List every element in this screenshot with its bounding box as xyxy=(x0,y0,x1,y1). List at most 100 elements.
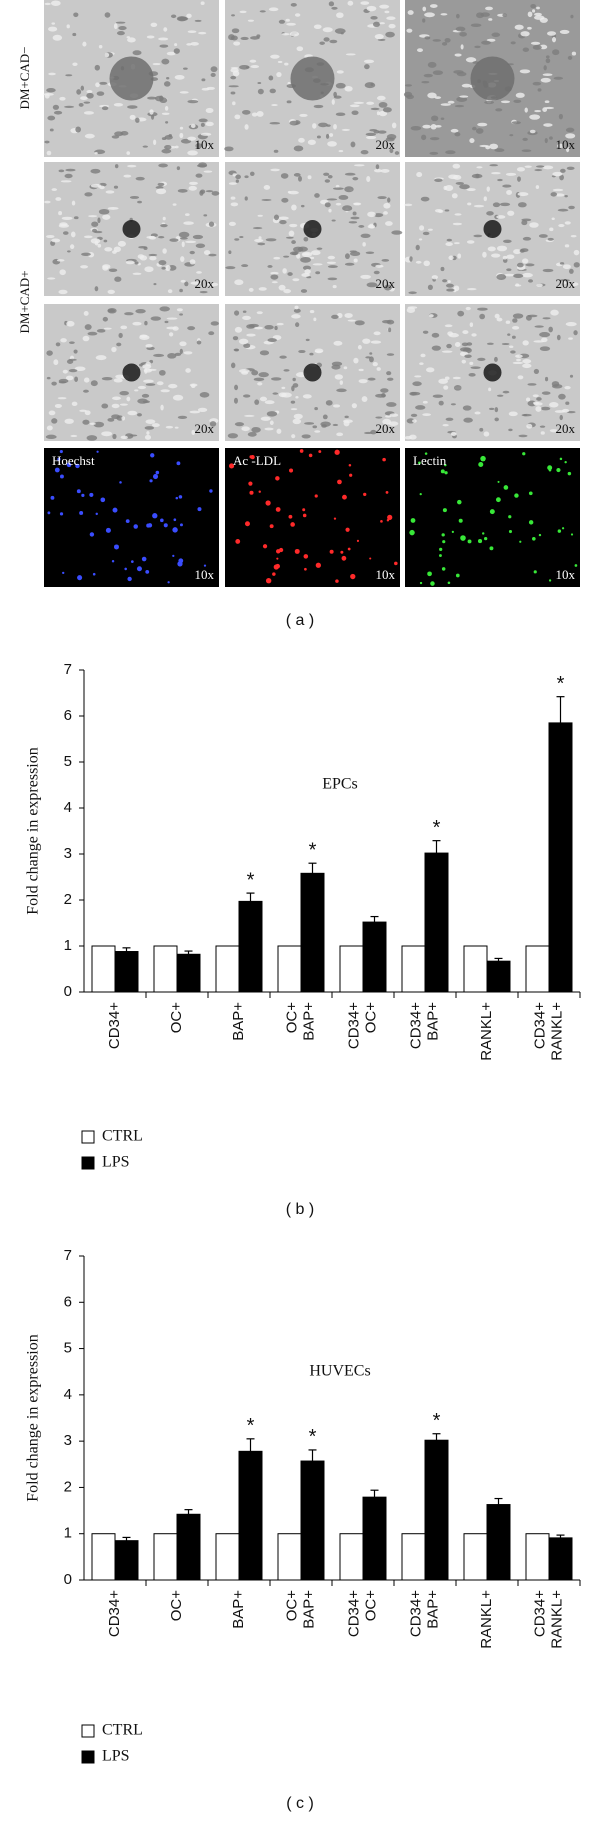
cell xyxy=(567,471,572,476)
bar xyxy=(215,945,240,993)
bar xyxy=(300,1460,325,1581)
cell xyxy=(313,317,317,322)
cell xyxy=(175,496,179,500)
cell xyxy=(194,19,202,22)
cell xyxy=(208,221,215,227)
cell xyxy=(467,202,472,206)
cell xyxy=(100,497,106,503)
cell xyxy=(388,327,392,333)
cell xyxy=(249,455,253,459)
cell xyxy=(164,135,173,140)
cell xyxy=(111,346,117,353)
cell xyxy=(335,112,346,117)
cell xyxy=(544,137,548,144)
cell xyxy=(161,112,170,115)
cell xyxy=(523,413,528,417)
cell xyxy=(421,134,427,141)
cell xyxy=(256,110,264,117)
cell xyxy=(377,130,387,134)
cell xyxy=(544,106,555,110)
cell xyxy=(459,31,467,37)
cell xyxy=(274,325,278,331)
cell xyxy=(522,137,528,142)
cell xyxy=(270,377,282,381)
cell xyxy=(104,12,111,18)
bar xyxy=(362,921,387,993)
cell xyxy=(268,75,274,81)
cell xyxy=(83,101,91,104)
magnification-label: 10x xyxy=(556,137,576,152)
cell xyxy=(410,518,416,523)
cell xyxy=(394,151,400,155)
cell xyxy=(189,259,196,265)
cell xyxy=(509,345,514,348)
cell xyxy=(516,358,521,362)
cell xyxy=(432,70,444,76)
cell xyxy=(559,457,563,461)
cell xyxy=(278,392,287,398)
cell xyxy=(533,340,545,343)
cell xyxy=(121,416,126,421)
cell xyxy=(64,418,74,424)
cell xyxy=(444,324,453,328)
legend-swatch xyxy=(81,1156,95,1170)
cell xyxy=(210,72,216,78)
cell xyxy=(562,408,570,413)
cell xyxy=(479,427,484,432)
cell xyxy=(78,102,84,107)
cell xyxy=(187,326,196,331)
cell xyxy=(137,385,147,390)
cell xyxy=(556,467,561,473)
cell xyxy=(101,403,109,409)
cell xyxy=(373,331,381,336)
colony xyxy=(303,363,322,382)
cell xyxy=(299,449,304,453)
cell xyxy=(427,571,432,577)
cell xyxy=(62,369,68,374)
cell xyxy=(491,32,501,38)
cell xyxy=(234,384,239,391)
cell xyxy=(177,561,183,567)
cell xyxy=(159,369,166,376)
cell xyxy=(251,370,259,376)
cell xyxy=(418,238,423,241)
cell xyxy=(71,200,76,206)
cell xyxy=(382,457,386,462)
cell xyxy=(538,533,542,537)
cell xyxy=(94,286,99,292)
cell xyxy=(112,433,117,440)
cell xyxy=(183,67,188,70)
cell xyxy=(335,579,339,583)
cell xyxy=(365,251,375,255)
cell xyxy=(68,369,78,373)
cell xyxy=(166,77,170,80)
cell xyxy=(102,316,108,322)
cell xyxy=(159,95,164,102)
cell xyxy=(528,491,533,496)
cell xyxy=(50,0,61,6)
cell xyxy=(181,241,185,248)
cell xyxy=(471,333,477,337)
cell xyxy=(132,272,142,275)
cell xyxy=(144,434,152,440)
cell xyxy=(179,288,183,293)
cell xyxy=(190,123,196,128)
cell xyxy=(301,434,311,439)
cell xyxy=(372,21,380,28)
cell xyxy=(489,407,495,411)
cell xyxy=(496,317,503,322)
cell xyxy=(205,146,210,149)
cell xyxy=(568,205,575,210)
cell xyxy=(527,11,533,18)
cell xyxy=(409,256,413,262)
x-tick-label: RANKL+ xyxy=(548,1002,565,1061)
cell xyxy=(161,58,170,65)
cell xyxy=(477,307,488,311)
cell xyxy=(133,524,138,529)
cell xyxy=(488,387,492,392)
cell xyxy=(239,10,247,14)
cell xyxy=(446,343,452,349)
bar xyxy=(91,1533,116,1581)
cell xyxy=(197,407,208,412)
cell xyxy=(89,492,94,497)
